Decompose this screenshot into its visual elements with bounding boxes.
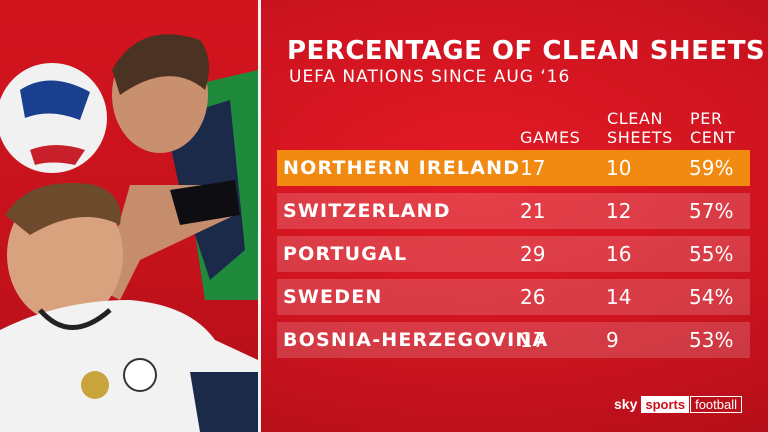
row-per-cent: 54% [689, 285, 734, 309]
page-title: PERCENTAGE OF CLEAN SHEETS [287, 36, 766, 66]
table-row: BOSNIA-HERZEGOVINA 17 9 53% [277, 322, 750, 358]
sky-sports-football-logo: sky sports football [614, 395, 743, 413]
row-country: SWEDEN [283, 286, 383, 308]
brand-sky: sky [614, 396, 638, 412]
player-photo-illustration [0, 34, 258, 432]
row-country: PORTUGAL [283, 243, 408, 265]
column-header-clean-line2: SHEETS [607, 128, 673, 147]
row-per-cent: 55% [689, 242, 734, 266]
table-row: PORTUGAL 29 16 55% [277, 236, 750, 272]
column-header-pct-line1: PER [690, 109, 723, 128]
row-country: BOSNIA-HERZEGOVINA [283, 329, 549, 351]
brand-sports: sports [641, 395, 690, 413]
column-header-clean-line1: CLEAN [607, 109, 664, 128]
player-photo [0, 0, 258, 432]
row-per-cent: 59% [689, 156, 734, 180]
row-games: 21 [520, 199, 546, 223]
row-per-cent: 57% [689, 199, 734, 223]
table-row: SWEDEN 26 14 54% [277, 279, 750, 315]
column-header-pct-line2: CENT [690, 128, 736, 147]
column-header-games: GAMES [520, 128, 581, 147]
table-row: SWITZERLAND 21 12 57% [277, 193, 750, 229]
row-clean-sheets: 10 [606, 156, 632, 180]
row-games: 29 [520, 242, 546, 266]
row-games: 17 [520, 328, 546, 352]
table-row-highlighted: NORTHERN IRELAND 17 10 59% [277, 150, 750, 186]
row-games: 17 [520, 156, 546, 180]
row-clean-sheets: 9 [606, 328, 619, 352]
panel-divider [258, 0, 261, 432]
row-clean-sheets: 16 [606, 242, 632, 266]
row-clean-sheets: 14 [606, 285, 632, 309]
row-clean-sheets: 12 [606, 199, 632, 223]
row-per-cent: 53% [689, 328, 734, 352]
page-subtitle: UEFA NATIONS SINCE AUG ‘16 [289, 67, 571, 87]
row-games: 26 [520, 285, 546, 309]
brand-football: football [690, 395, 743, 413]
row-country: SWITZERLAND [283, 200, 451, 222]
row-country: NORTHERN IRELAND [283, 157, 521, 179]
